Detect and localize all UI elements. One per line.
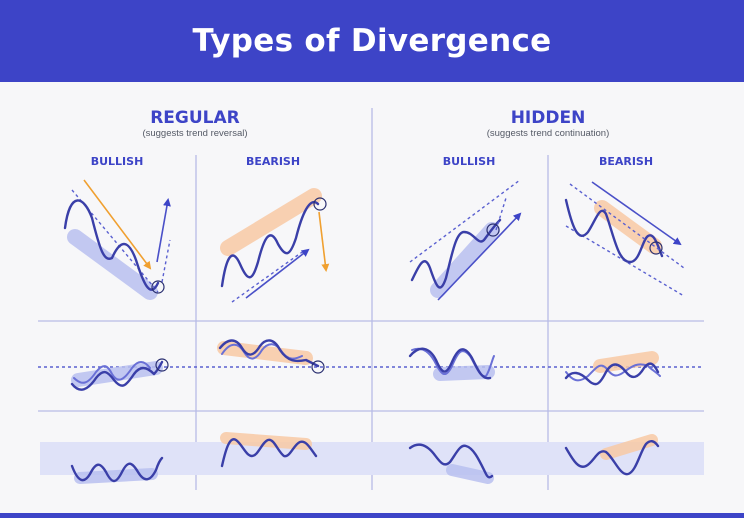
regular-bearish-chart — [220, 188, 330, 303]
hidden-bullish-label: BULLISH — [443, 155, 496, 168]
hidden-bullish-chart — [409, 179, 522, 301]
hidden-bearish-indicator — [564, 351, 661, 386]
hidden-bullish-price — [408, 443, 494, 484]
header-banner: Types of Divergence — [0, 0, 744, 82]
page-title: Types of Divergence — [192, 23, 552, 59]
hidden-subtitle: (suggests trend continuation) — [487, 128, 610, 139]
hidden-title: HIDDEN — [511, 108, 586, 128]
regular-bullish-price — [70, 456, 164, 484]
regular-title: REGULAR — [150, 108, 240, 128]
regular-bearish-price — [220, 432, 318, 468]
hidden-bearish-label: BEARISH — [599, 155, 653, 168]
hidden-bearish-price — [564, 434, 660, 476]
regular-bullish-label: BULLISH — [91, 155, 144, 168]
hidden-bullish-indicator — [408, 347, 495, 381]
regular-subtitle: (suggests trend reversal) — [142, 128, 247, 139]
hidden-bearish-chart — [564, 181, 685, 297]
regular-bearish-label: BEARISH — [246, 155, 300, 168]
footer-bar — [0, 513, 744, 518]
regular-bullish-chart — [63, 179, 171, 300]
regular-bearish-indicator — [217, 339, 325, 374]
regular-bullish-indicator — [70, 358, 169, 391]
divergence-diagram: REGULAR (suggests trend reversal) HIDDEN… — [38, 108, 704, 490]
